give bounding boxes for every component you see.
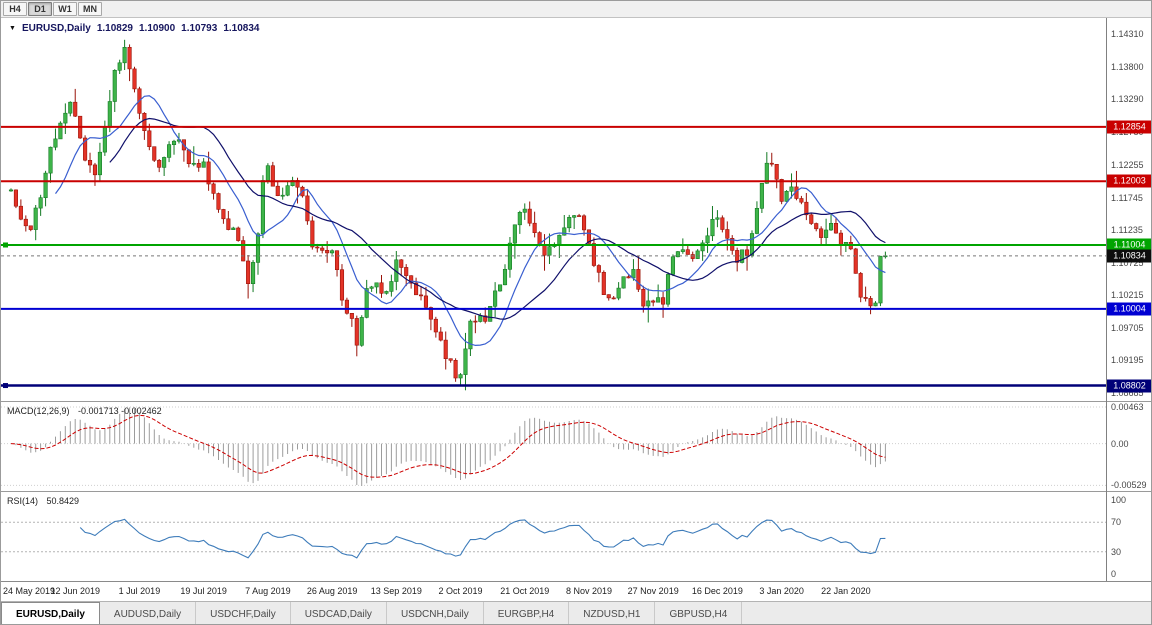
date-axis-label: 19 Jul 2019	[180, 586, 227, 596]
rsi-axis-label: 70	[1111, 517, 1122, 528]
ohlc-low: 1.10793	[181, 23, 218, 34]
price-axis-label: 1.13800	[1111, 61, 1144, 72]
ohlc-high: 1.10900	[139, 23, 176, 34]
ohlc-close: 1.10834	[223, 23, 260, 34]
chart-tab-eurusd[interactable]: EURUSD,Daily	[1, 602, 100, 624]
price-axis-label: 1.10725	[1111, 257, 1144, 268]
chart-tab-audusd[interactable]: AUDUSD,Daily	[99, 602, 197, 624]
date-axis-label: 26 Aug 2019	[306, 586, 358, 596]
date-axis-label: 3 Jan 2020	[759, 586, 804, 596]
rsi-axis-label: 100	[1111, 495, 1127, 505]
price-badge: 1.08802	[1107, 379, 1151, 393]
rsi-line	[79, 518, 886, 559]
chart-tab-gbpusd[interactable]: GBPUSD,H4	[655, 602, 743, 624]
date-axis-label: 13 Sep 2019	[370, 586, 422, 596]
date-axis: 24 May 2019 12 Jun 2019 1 Jul 2019 19 Jul 2…	[1, 581, 1151, 601]
chart-tab-usdcnh[interactable]: USDCNH,Daily	[386, 602, 484, 624]
price-badge: 1.12854	[1107, 120, 1151, 134]
chart-symbol-label: EURUSD,Daily	[21, 23, 91, 34]
rsi-name: RSI(14)	[7, 496, 39, 506]
timeframe-button-h4[interactable]: H4	[3, 2, 27, 16]
candlestick-chart[interactable]	[1, 18, 1152, 581]
rsi-axis-label: 30	[1111, 546, 1122, 557]
macd-name: MACD(12,26,9)	[7, 406, 70, 416]
rsi-value: 50.8429	[46, 496, 80, 506]
ohlc-open: 1.10829	[96, 23, 133, 34]
price-badge: 1.12003	[1107, 174, 1151, 188]
price-axis-label: 1.09195	[1111, 355, 1144, 366]
date-axis-label: 7 Aug 2019	[245, 586, 291, 596]
chart-tab-usdcad[interactable]: USDCAD,Daily	[290, 602, 387, 624]
date-axis-label: 12 Jun 2019	[50, 586, 100, 596]
price-axis-label: 1.08685	[1111, 388, 1144, 399]
date-axis-label: 16 Dec 2019	[691, 586, 743, 596]
current-price-badge: 1.10834	[1107, 249, 1151, 263]
macd-signal-line	[10, 414, 886, 478]
macd-histogram	[15, 407, 886, 486]
line-anchor-marker[interactable]	[3, 383, 8, 389]
chart-tabs-bar: EURUSD,Daily AUDUSD,Daily USDCHF,Daily USDC…	[1, 601, 1151, 624]
price-badge: 1.10004	[1107, 302, 1151, 316]
moving-average-10	[55, 95, 886, 347]
chart-tab-eurgbp[interactable]: EURGBP,H4	[483, 602, 570, 624]
rsi-axis-label: 0	[1111, 569, 1117, 579]
macd-label: MACD(12,26,9) -0.001713 -0.002462	[7, 406, 162, 416]
date-axis-label: 8 Nov 2019	[565, 586, 612, 596]
macd-axis-label: -0.00529	[1111, 480, 1147, 491]
price-axis-label: 1.14310	[1111, 28, 1144, 39]
price-axis-label: 1.12255	[1111, 160, 1144, 171]
date-axis-label: 27 Nov 2019	[627, 586, 679, 596]
rsi-label: RSI(14) 50.8429	[7, 496, 79, 506]
date-axis-label: 22 Jan 2020	[821, 586, 871, 596]
date-axis-label: 21 Oct 2019	[500, 586, 550, 596]
date-axis-label: 1 Jul 2019	[118, 586, 161, 596]
chart-title: ▼ EURUSD,Daily 1.10829 1.10900 1.10793 1…	[9, 23, 259, 34]
chart-tab-nzdusd[interactable]: NZDUSD,H1	[569, 602, 656, 624]
chart-tab-usdchf[interactable]: USDCHF,Daily	[196, 602, 291, 624]
price-badge: 1.11004	[1107, 238, 1151, 252]
macd-values: -0.001713 -0.002462	[78, 406, 162, 416]
timeframe-toolbar: H4 D1 W1 MN	[1, 1, 1151, 18]
price-axis-label: 1.11235	[1111, 225, 1143, 236]
timeframe-button-mn[interactable]: MN	[78, 2, 102, 16]
price-axis-label: 1.10215	[1111, 290, 1144, 301]
price-axis-label: 1.13290	[1111, 94, 1144, 105]
macd-axis-label: 0.00	[1111, 438, 1129, 449]
moving-average-21	[109, 117, 886, 320]
timeframe-button-w1[interactable]: W1	[53, 2, 77, 16]
price-axis-label: 1.09705	[1111, 322, 1144, 333]
chart-dropdown-icon[interactable]: ▼	[9, 25, 16, 32]
macd-axis-label: 0.00463	[1111, 402, 1144, 413]
line-anchor-marker[interactable]	[3, 242, 8, 248]
timeframe-button-d1[interactable]: D1	[28, 2, 52, 16]
date-axis-label: 24 May 2019	[3, 586, 56, 596]
price-axis-label: 1.11745	[1111, 192, 1143, 203]
date-axis-label: 2 Oct 2019	[438, 586, 483, 596]
candlestick-series	[8, 39, 888, 391]
